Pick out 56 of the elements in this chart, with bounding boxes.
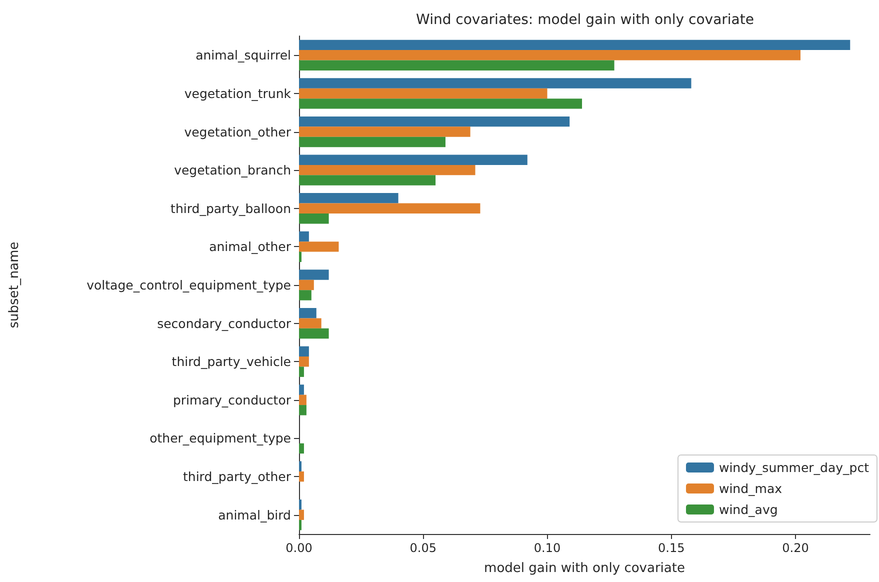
- y-tick-label: third_party_balloon: [170, 200, 291, 216]
- y-tick-label: secondary_conductor: [157, 316, 292, 331]
- x-tick-label: 0.15: [658, 541, 685, 555]
- bar: [299, 270, 329, 280]
- bar: [299, 78, 692, 88]
- x-axis-title: model gain with only covariate: [484, 561, 685, 576]
- bar: [299, 328, 329, 339]
- y-tick-label: other_equipment_type: [150, 430, 292, 446]
- bar: [299, 242, 339, 252]
- bar: [299, 98, 582, 109]
- bar: [299, 384, 304, 395]
- bar: [299, 88, 548, 99]
- bar: [299, 308, 316, 318]
- bar: [299, 136, 446, 148]
- legend-label: wind_avg: [718, 502, 778, 517]
- bar: [299, 60, 614, 70]
- x-tick-label: 0.00: [286, 541, 312, 555]
- y-tick-label: third_party_vehicle: [172, 354, 292, 370]
- bar: [299, 231, 309, 242]
- bar: [299, 471, 304, 482]
- bar: [299, 203, 480, 214]
- chart-title: Wind covariates: model gain with only covariate: [416, 12, 754, 28]
- x-tick-label: 0.05: [410, 541, 436, 555]
- y-tick-label: third_party_other: [183, 469, 292, 484]
- legend-label: wind_max: [718, 481, 782, 496]
- y-tick-label: animal_bird: [218, 507, 291, 522]
- bar: [299, 356, 309, 367]
- x-tick-label: 0.10: [534, 541, 561, 555]
- y-tick-label: vegetation_other: [184, 124, 292, 140]
- bar: [299, 116, 570, 127]
- y-tick-label: primary_conductor: [172, 392, 292, 408]
- bar: [299, 346, 309, 357]
- x-tick-label: 0.20: [782, 541, 809, 555]
- bar: [299, 443, 304, 454]
- bar: [299, 50, 800, 60]
- bar: [299, 290, 312, 300]
- bar: [299, 154, 528, 165]
- bar: [299, 405, 306, 416]
- bar: [299, 510, 304, 520]
- bar: [299, 193, 398, 204]
- bar: [299, 175, 436, 186]
- bar: [299, 318, 322, 328]
- y-tick-label: animal_other: [209, 239, 292, 254]
- y-axis-title: subset_name: [7, 242, 22, 328]
- bar: [299, 394, 306, 406]
- y-tick-label: vegetation_branch: [174, 162, 291, 178]
- bar: [299, 366, 304, 377]
- bar: [299, 213, 329, 224]
- legend-label: windy_summer_day_pct: [718, 460, 870, 475]
- y-tick-label: animal_squirrel: [196, 48, 291, 63]
- y-tick-label: voltage_control_equipment_type: [86, 278, 292, 292]
- y-tick-label: vegetation_trunk: [184, 86, 292, 101]
- bar: [299, 164, 476, 176]
- bar: [299, 40, 850, 50]
- bar: [299, 280, 314, 290]
- bar: [299, 126, 470, 137]
